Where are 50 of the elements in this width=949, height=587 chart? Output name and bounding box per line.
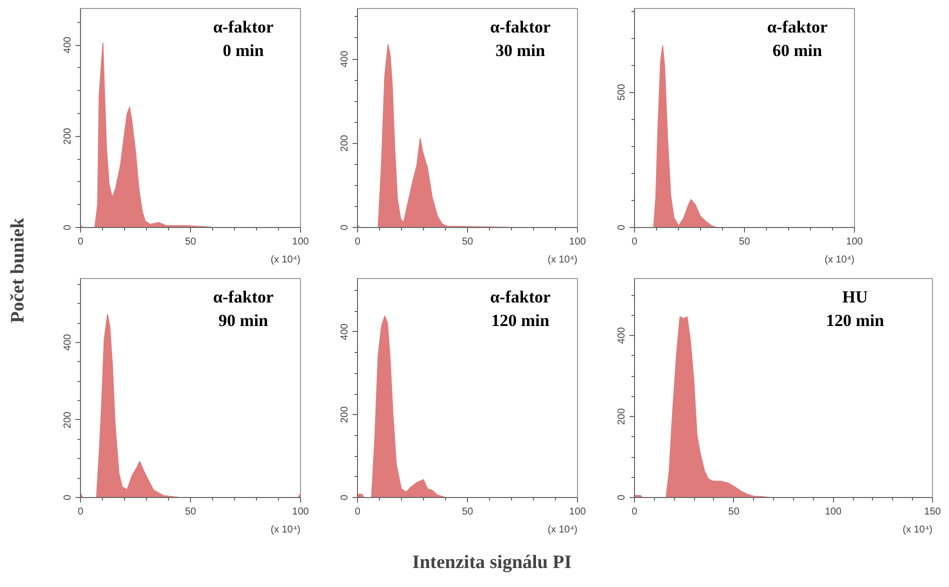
y-tick-label: 400 — [340, 50, 350, 68]
y-axis-title: Počet buniek — [8, 218, 28, 324]
text: α-faktor 0 min — [213, 17, 274, 60]
x-axis-title: (x 10⁴) — [270, 524, 300, 536]
x-tick-label: 50 — [184, 506, 196, 518]
y-tick-label: 0 — [616, 494, 628, 500]
y-tick-label: 400 — [62, 334, 74, 351]
y-tick-label: 200 — [340, 406, 350, 424]
x-tick-label: 50 — [462, 506, 474, 518]
x-axis-title: (x 10⁴) — [902, 524, 932, 536]
y-tick-label: 0 — [616, 224, 628, 230]
y-tick-label: 200 — [616, 408, 628, 425]
text: HU 120 min — [826, 287, 885, 330]
x-tick-label: 0 — [78, 236, 84, 248]
x-axis-title: (x 10⁴) — [548, 524, 578, 536]
y-tick-label: 400 — [616, 326, 628, 344]
x-tick-label: 50 — [462, 236, 474, 248]
text: Intenzita signálu PI — [412, 552, 572, 573]
x-tick-label: 0 — [632, 506, 638, 518]
x-tick-label: 0 — [354, 236, 361, 248]
x-tick-label: 150 — [924, 506, 942, 518]
text: α-faktor 120 min — [490, 287, 551, 330]
x-axis-title: (x 10⁴) — [548, 254, 578, 266]
y-tick-label: 500 — [616, 84, 628, 101]
y-tick-label: 200 — [340, 134, 350, 152]
y-tick-label: 200 — [62, 411, 74, 428]
text: α-faktor 90 min — [213, 287, 274, 330]
x-tick-label: 0 — [78, 506, 84, 518]
x-axis-title: (x 10⁴) — [270, 254, 300, 266]
y-tick-label: 0 — [62, 224, 74, 230]
x-tick-label: 100 — [569, 506, 586, 518]
x-tick-label: 100 — [824, 506, 842, 518]
x-tick-label: 0 — [632, 236, 638, 248]
y-tick-label: 0 — [340, 224, 350, 230]
y-tick-label: 400 — [62, 36, 74, 54]
x-tick-label: 100 — [292, 506, 310, 518]
x-tick-label: 50 — [738, 236, 750, 248]
x-tick-label: 100 — [569, 236, 586, 248]
x-tick-label: 50 — [728, 506, 740, 518]
x-tick-label: 100 — [846, 236, 864, 248]
x-axis-title: (x 10⁴) — [824, 254, 854, 266]
x-tick-label: 0 — [354, 506, 361, 518]
text: α-faktor 60 min — [767, 17, 828, 60]
y-tick-label: 400 — [340, 323, 350, 340]
y-tick-label: 0 — [62, 494, 74, 500]
text: α-faktor 30 min — [490, 17, 551, 60]
x-tick-label: 50 — [184, 236, 196, 248]
x-tick-label: 100 — [292, 236, 310, 248]
y-tick-label: 200 — [62, 127, 74, 145]
y-tick-label: 0 — [340, 494, 350, 500]
